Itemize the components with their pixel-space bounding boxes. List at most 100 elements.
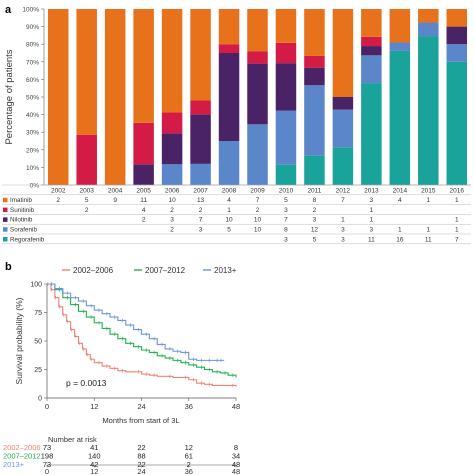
table-cell: 1 — [455, 197, 459, 204]
km-x-tick-label: 0 — [45, 402, 49, 411]
panel-a-y-tick-label: 40% — [26, 112, 39, 119]
table-cell: 3 — [170, 217, 174, 224]
risk-axis-tick-label: 24 — [137, 467, 145, 475]
table-cell: 1 — [370, 217, 374, 224]
bar-segment-imatinib — [47, 9, 69, 185]
bar-segment-nilotinib — [247, 63, 268, 125]
table-cell: 11 — [368, 236, 375, 243]
bar-segment-regorafenib — [361, 83, 382, 185]
panel-a-y-axis-title: Percentage of patients — [4, 49, 15, 144]
table-cell: 2 — [199, 207, 203, 214]
table-cell: 3 — [370, 197, 374, 204]
panel-a-y-tick-label: 90% — [26, 24, 39, 31]
km-y-tick-label: 0 — [38, 396, 42, 403]
km-x-axis-title: Months from start of 3L — [102, 416, 179, 425]
panel-b-label: b — [5, 261, 12, 273]
bar-segment-imatinib — [190, 9, 211, 101]
bar-segment-nilotinib — [446, 26, 468, 45]
panel-a-y-tick-label: 0% — [30, 183, 40, 190]
bar-segment-sunitinib — [361, 36, 382, 47]
table-cell: 3 — [199, 227, 203, 234]
bar-segment-nilotinib — [275, 63, 297, 111]
km-y-tick-label: 50 — [34, 339, 42, 346]
km-x-tick-label: 36 — [185, 402, 193, 411]
table-cell: 3 — [284, 236, 288, 243]
risk-row-label: 2013+ — [3, 460, 25, 469]
legend-swatch-regorafenib — [3, 237, 8, 242]
km-y-axis-title: Survival probability (%) — [14, 297, 24, 384]
table-cell: 1 — [426, 197, 430, 204]
table-cell: 5 — [284, 197, 288, 204]
table-cell: 1 — [370, 207, 374, 214]
bar-segment-imatinib — [446, 9, 468, 27]
table-cell: 3 — [370, 227, 374, 234]
table-cell: 11 — [425, 236, 432, 243]
table-cell: 4 — [398, 197, 402, 204]
bar-segment-nilotinib — [304, 67, 325, 86]
year-header: 2009 — [250, 188, 265, 195]
bar-segment-nilotinib — [133, 164, 154, 185]
risk-cell: 42 — [90, 460, 98, 469]
table-cell: 2 — [142, 217, 146, 224]
table-cell: 10 — [254, 217, 262, 224]
legend-label-regorafenib: Regorafenib — [10, 236, 45, 243]
km-curve-0 — [47, 283, 237, 387]
year-header: 2005 — [136, 188, 151, 195]
year-header: 2015 — [421, 188, 436, 195]
bar-segment-regorafenib — [418, 36, 439, 186]
panel-a-y-tick-label: 50% — [26, 95, 39, 102]
risk-axis-tick-label: 0 — [45, 467, 49, 475]
legend-swatch-nilotinib — [3, 217, 8, 222]
bar-segment-sorafenib — [361, 55, 382, 84]
table-cell: 5 — [85, 197, 89, 204]
bar-segment-sunitinib — [161, 112, 183, 134]
table-cell: 13 — [197, 197, 205, 204]
bar-segment-imatinib — [133, 9, 154, 123]
year-header: 2003 — [79, 188, 94, 195]
bar-segment-sorafenib — [247, 124, 268, 185]
year-header: 2010 — [279, 188, 294, 195]
risk-cell: 48 — [232, 460, 240, 469]
year-header: 2008 — [222, 188, 237, 195]
p-value-annotation: p = 0.0013 — [66, 378, 107, 388]
risk-axis-tick-label: 12 — [90, 467, 98, 475]
year-header: 2007 — [193, 188, 208, 195]
table-cell: 2 — [56, 197, 60, 204]
bar-segment-imatinib — [247, 9, 268, 52]
km-legend-label: 2013+ — [214, 266, 237, 275]
risk-cell: 198 — [41, 452, 54, 461]
panel-a-y-tick-label: 70% — [26, 59, 39, 66]
risk-cell: 41 — [90, 443, 98, 452]
bar-segment-sunitinib — [133, 122, 154, 165]
bar-segment-sunitinib — [76, 134, 97, 185]
bar-segment-regorafenib — [446, 61, 468, 185]
table-cell: 5 — [313, 236, 317, 243]
risk-cell: 61 — [185, 452, 193, 461]
table-cell: 7 — [341, 197, 345, 204]
table-cell: 8 — [284, 227, 288, 234]
panel-a: a Percentage of patients 0% 10% 20% 30% 40% 50%… — [2, 4, 471, 245]
bar-segment-sunitinib — [247, 51, 268, 64]
legend-swatch-sunitinib — [3, 207, 8, 213]
year-header: 2002 — [51, 188, 66, 195]
risk-table-title: Number at risk — [48, 435, 97, 444]
table-cell: 8 — [313, 197, 317, 204]
table-cell: 10 — [168, 197, 176, 204]
bar-segment-imatinib — [361, 9, 382, 37]
bar-segment-sorafenib — [190, 163, 211, 185]
table-cell: 2 — [256, 207, 260, 214]
risk-cell: 73 — [43, 460, 51, 469]
table-cell: 16 — [396, 236, 404, 243]
km-x-tick-label: 12 — [90, 402, 98, 411]
table-cell: 7 — [284, 217, 288, 224]
bar-segment-sunitinib — [275, 42, 297, 64]
table-cell: 1 — [426, 227, 430, 234]
year-header: 2004 — [108, 188, 123, 195]
table-cell: 3 — [313, 217, 317, 224]
table-cell: 10 — [254, 227, 262, 234]
bar-segment-sorafenib — [332, 109, 354, 148]
bar-segment-sorafenib — [218, 141, 240, 185]
bar-segment-nilotinib — [190, 114, 211, 164]
table-cell: 12 — [311, 227, 319, 234]
